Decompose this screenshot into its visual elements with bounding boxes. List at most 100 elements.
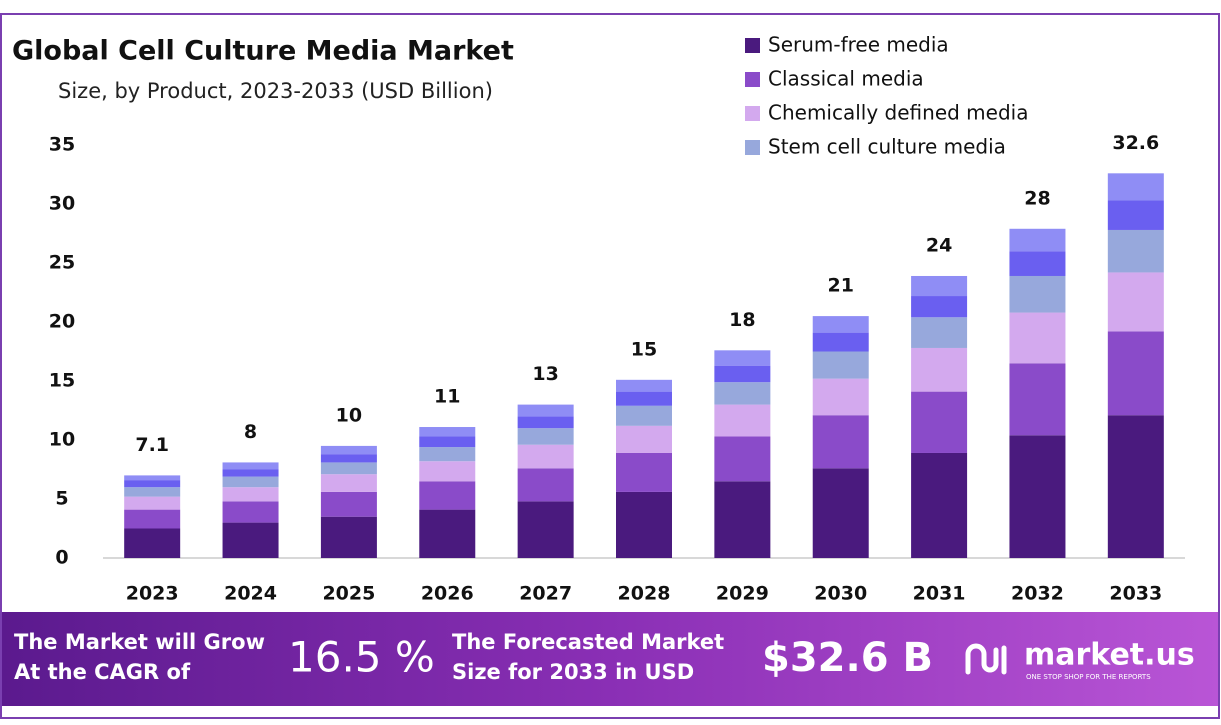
bar-segment [812,378,869,416]
x-tick-label: 2030 [814,583,867,605]
bar-segment [812,468,869,558]
total-label: 13 [532,363,558,385]
frame [0,13,1220,719]
tagline: ONE STOP SHOP FOR THE REPORTS [1026,673,1151,681]
bar-segment [222,501,279,523]
plot: 0510152025303520237.12024820251020261120… [49,33,1185,605]
total-label: 11 [434,386,460,408]
chart-subtitle: Size, by Product, 2023-2033 (USD Billion… [58,79,493,103]
bar-segment [714,436,771,482]
legend-label: Stem cell culture media [768,135,1006,159]
bar-segment [714,350,771,366]
legend-swatch [745,106,760,121]
bar-segment [1107,173,1164,201]
bar-segment [1009,228,1066,252]
footer-band [2,612,1218,706]
y-tick-label: 20 [49,311,75,333]
bar-segment [222,476,279,488]
bar-segment [1107,200,1164,230]
bar-segment [222,469,279,477]
bar-segment [320,445,377,455]
cagr-text: The Market will Grow [14,630,265,654]
total-label: 15 [631,338,657,360]
bar-segment [1009,251,1066,276]
bar-segment [812,316,869,333]
bar-segment [419,509,476,558]
bar-segment [812,415,869,469]
bar-segment [1107,331,1164,416]
chart-title: Global Cell Culture Media Market [12,36,514,67]
bar-segment [320,474,377,492]
y-tick-label: 35 [49,134,75,156]
y-tick-label: 30 [49,193,75,215]
x-tick-label: 2025 [322,583,375,605]
bar-segment [616,405,672,426]
bar-segment [1107,272,1164,332]
bar-segment [812,351,869,379]
total-label: 7.1 [135,434,169,456]
legend-label: Classical media [768,67,924,91]
bar-segment [616,425,672,453]
y-tick-label: 0 [55,547,68,569]
bar-segment [124,480,181,488]
total-label: 8 [244,421,257,443]
x-tick-label: 2024 [224,583,277,605]
y-tick-label: 5 [55,488,68,510]
legend-swatch [745,38,760,53]
x-tick-label: 2033 [1109,583,1162,605]
bar-segment [1107,415,1164,558]
x-tick-label: 2029 [716,583,769,605]
x-tick-label: 2023 [126,583,179,605]
bar-segment [419,427,476,437]
bar-segment [124,487,181,497]
bar-segment [320,516,377,558]
bar-segment [517,416,574,429]
brand: market.us [1024,638,1195,673]
total-label: 24 [926,234,952,256]
forecast-text: The Forecasted Market [452,630,724,654]
bar-segment [616,391,672,406]
forecast-text: Size for 2033 in USD [452,660,694,684]
legend-swatch [745,72,760,87]
bar-segment [222,487,279,502]
bar-segment [517,468,574,502]
forecast-value: $32.6 B [762,635,933,681]
bar-segment [124,475,181,481]
bar-segment [320,462,377,475]
bar-segment [419,436,476,448]
total-label: 28 [1024,187,1050,209]
bar-segment [517,444,574,469]
cagr-value: 16.5 % [288,633,435,682]
bar-segment [1009,312,1066,364]
bar-segment [124,496,181,510]
bar-segment [911,275,968,297]
bar-segment [517,428,574,445]
x-tick-label: 2031 [913,583,966,605]
legend-label: Serum-free media [768,33,949,57]
y-tick-label: 10 [49,429,75,451]
legend-swatch [745,140,760,155]
x-tick-label: 2026 [421,583,474,605]
x-tick-label: 2028 [618,583,671,605]
brand-logo [965,643,1007,675]
x-tick-label: 2027 [519,583,572,605]
bar-segment [419,447,476,462]
y-tick-label: 25 [49,252,75,274]
bar-segment [517,404,574,417]
bar-segment [517,501,574,558]
bar-segment [911,317,968,348]
bar-segment [616,491,672,558]
bar-segment [124,509,181,529]
bar-segment [1107,229,1164,273]
legend-label: Chemically defined media [768,101,1028,125]
bar-segment [911,347,968,392]
bar-segment [222,522,279,558]
bar-segment [1009,363,1066,436]
cagr-text: At the CAGR of [14,660,191,684]
bar-segment [812,332,869,352]
bar-segment [616,452,672,492]
x-tick-label: 2032 [1011,583,1064,605]
bar-segment [320,491,377,517]
